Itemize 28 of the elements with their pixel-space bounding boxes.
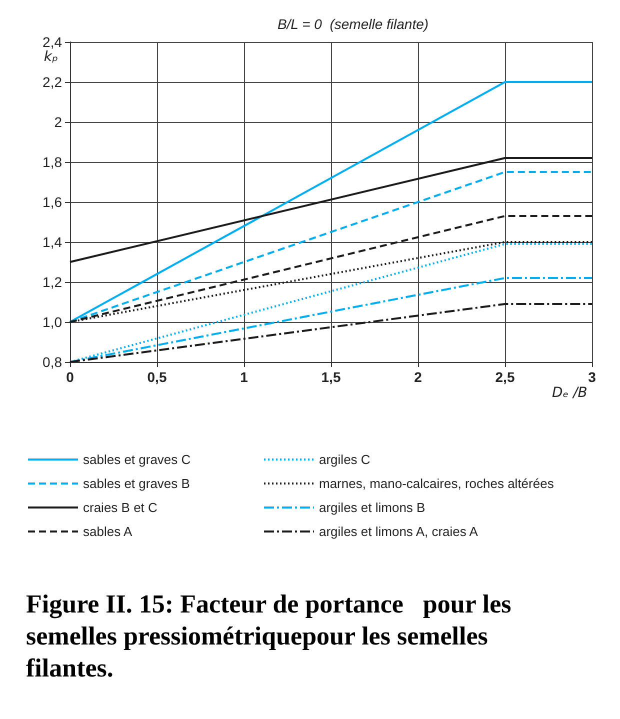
legend-label: craies B et C [83, 500, 158, 515]
legend-label: sables et graves B [83, 476, 190, 491]
x-tick-label: 2,5 [495, 369, 515, 385]
legend-label: argiles et limons A, craies A [319, 524, 478, 539]
x-tick-label: 0,5 [147, 369, 167, 385]
y-tick-label: 2 [54, 114, 62, 130]
legend-label: marnes, mano-calcaires, roches altérées [319, 476, 554, 491]
y-tick-label: 0,8 [42, 354, 62, 370]
chart-title: B/L = 0 (semelle filante) [277, 16, 429, 32]
text: Figure II. 15: Facteur de portance pour les semelles pressiométriquepour les semelles filantes. [26, 590, 518, 682]
y-tick-label: 1,8 [42, 154, 62, 170]
y-axis-title: kₚ [44, 49, 58, 65]
x-tick-label: 1 [240, 369, 248, 385]
y-tick-label: 2,4 [42, 34, 62, 50]
x-tick-label: 1,5 [321, 369, 341, 385]
legend-label: sables A [83, 524, 132, 539]
y-tick-label: 1,2 [42, 274, 62, 290]
y-tick-label: 1,4 [42, 234, 62, 250]
legend-label: argiles C [319, 452, 370, 467]
x-tick-label: 0 [66, 369, 74, 385]
y-tick-label: 1,0 [42, 314, 62, 330]
x-axis-title: Dₑ /B [552, 385, 588, 401]
y-tick-label: 1,6 [42, 194, 62, 210]
legend-label: argiles et limons B [319, 500, 426, 515]
x-tick-label: 2 [414, 369, 422, 385]
legend-label: sables et graves C [83, 452, 191, 467]
x-tick-label: 3 [588, 369, 596, 385]
y-tick-label: 2,2 [42, 74, 62, 90]
